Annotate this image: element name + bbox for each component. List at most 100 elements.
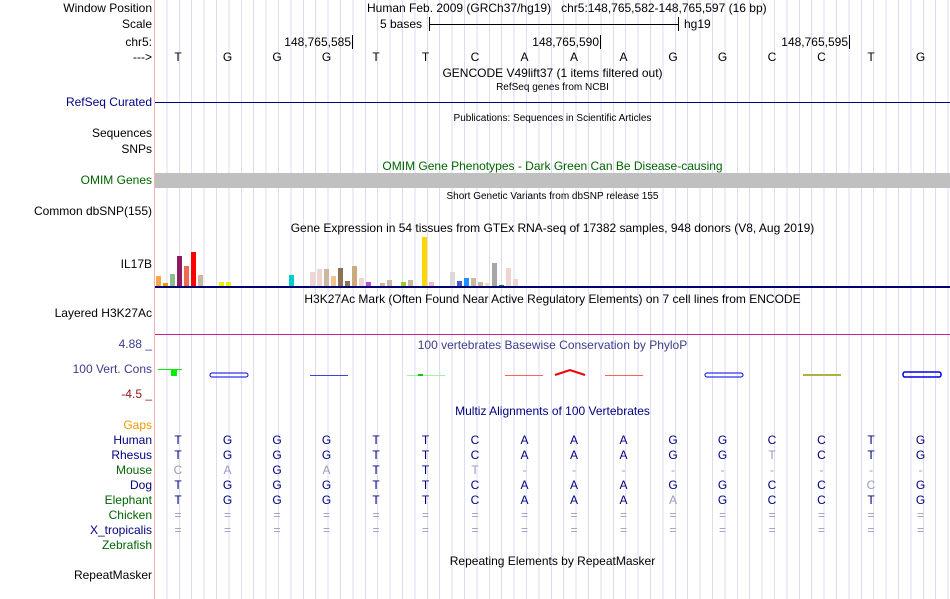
gtex-bars[interactable] — [155, 236, 539, 287]
gtex-bar[interactable] — [289, 275, 294, 287]
tick-label: 148,765,590 — [532, 35, 601, 49]
alignment-base: = — [223, 523, 231, 537]
gtex-title: Gene Expression in 54 tissues from GTEx … — [290, 221, 815, 235]
alignment-base: C — [470, 433, 480, 447]
label-dbsnp[interactable]: Common dbSNP(155) — [33, 204, 152, 218]
alignment-base: C — [817, 493, 826, 507]
label-il17b[interactable]: IL17B — [120, 257, 152, 271]
gtex-bar[interactable] — [177, 256, 182, 287]
gtex-bar[interactable] — [163, 283, 168, 287]
gtex-bar[interactable] — [380, 283, 385, 287]
species-label[interactable]: Elephant — [104, 493, 152, 507]
species-label[interactable]: Dog — [129, 478, 152, 492]
label-cons[interactable]: 100 Vert. Cons — [72, 362, 152, 376]
gtex-bar[interactable] — [401, 282, 406, 287]
multiz-title: Multiz Alignments of 100 Vertebrates — [455, 404, 650, 418]
phylop-plot[interactable] — [155, 365, 950, 380]
alignment-base: C — [817, 433, 826, 447]
alignment-base: A — [569, 478, 578, 492]
gtex-bar[interactable] — [352, 266, 357, 287]
phylop-mark — [704, 372, 744, 378]
gtex-bar[interactable] — [324, 269, 329, 287]
gtex-bar[interactable] — [464, 278, 469, 287]
alignment-base: G — [668, 448, 678, 462]
alignment-base: A — [569, 433, 578, 447]
gtex-bar[interactable] — [366, 282, 371, 287]
gtex-bar[interactable] — [317, 269, 322, 287]
gtex-bar[interactable] — [492, 263, 497, 287]
phylop-mark — [505, 375, 543, 376]
label-omim[interactable]: OMIM Genes — [80, 173, 152, 187]
alignment-base: = — [372, 523, 380, 537]
cons-max: 4.88 _ — [118, 337, 152, 351]
alignment-base: = — [570, 508, 578, 522]
dbsnp-title: Short Genetic Variants from dbSNP releas… — [446, 191, 659, 202]
gtex-bar[interactable] — [408, 280, 413, 287]
label-repeatmasker[interactable]: RepeatMasker — [73, 568, 152, 582]
alignment-base: G — [915, 478, 926, 492]
gencode-title[interactable]: GENCODE V49lift37 (1 items filtered out) — [442, 66, 663, 80]
species-label[interactable]: Human — [113, 433, 152, 447]
alignment-base: - — [819, 463, 824, 477]
alignment-base: G — [321, 448, 332, 462]
species-label[interactable]: Rhesus — [111, 448, 152, 462]
gtex-bar[interactable] — [457, 281, 462, 287]
species-label[interactable]: Mouse — [115, 463, 152, 477]
alignment-base: G — [717, 478, 728, 492]
gtex-bar[interactable] — [226, 282, 231, 287]
alignment-base: C — [817, 448, 826, 462]
gtex-bar[interactable] — [485, 283, 490, 287]
base-letter: G — [321, 50, 332, 64]
gtex-bar[interactable] — [219, 282, 224, 287]
gtex-bar[interactable] — [450, 272, 455, 287]
label-gaps[interactable]: Gaps — [123, 418, 152, 432]
base-letter: A — [520, 50, 529, 64]
gtex-bar[interactable] — [422, 237, 427, 287]
gtex-bar[interactable] — [191, 252, 196, 287]
alignment-base: = — [174, 508, 182, 522]
base-letter: T — [174, 50, 182, 64]
gtex-bar[interactable] — [429, 282, 434, 287]
alignment-base: - — [720, 463, 725, 477]
position-text: chr5:148,765,582-148,765,597 (16 bp) — [561, 1, 767, 15]
gtex-bar[interactable] — [359, 278, 364, 287]
alignment-base: C — [470, 448, 480, 462]
gtex-bar[interactable] — [513, 279, 518, 287]
alignment-base: = — [916, 523, 924, 537]
omim-title: OMIM Gene Phenotypes - Dark Green Can Be… — [382, 159, 723, 173]
label-h3k27ac[interactable]: Layered H3K27Ac — [54, 306, 152, 320]
gtex-bar[interactable] — [506, 268, 511, 287]
alignment-base: = — [817, 523, 825, 537]
gtex-bar[interactable] — [478, 282, 483, 287]
species-label[interactable]: X_tropicalis — [89, 523, 152, 537]
alignment-base: G — [272, 478, 282, 492]
label-snps[interactable]: SNPs — [121, 142, 152, 156]
gtex-bar[interactable] — [310, 272, 315, 287]
alignment-base: = — [174, 523, 182, 537]
alignment-base: = — [273, 523, 281, 537]
gtex-bar[interactable] — [387, 280, 392, 287]
alignment-base: = — [867, 508, 875, 522]
alignment-base: = — [570, 523, 578, 537]
gtex-bar[interactable] — [471, 278, 476, 287]
alignment-base: = — [273, 508, 281, 522]
label-refseq[interactable]: RefSeq Curated — [65, 95, 152, 109]
gtex-bar[interactable] — [170, 274, 175, 287]
species-label[interactable]: Chicken — [108, 508, 152, 522]
phylop-mark — [407, 375, 445, 376]
refseq-track-line[interactable] — [155, 102, 950, 103]
gtex-bar[interactable] — [331, 276, 336, 287]
gtex-bar[interactable] — [184, 266, 189, 287]
base-letter: T — [867, 50, 875, 64]
label-sequences[interactable]: Sequences — [91, 126, 152, 140]
omim-gene-bar[interactable] — [155, 173, 950, 188]
gtex-bar[interactable] — [338, 268, 343, 287]
gtex-bar[interactable] — [345, 281, 350, 287]
phylop-mark — [209, 372, 249, 378]
alignment-base: - — [770, 463, 774, 477]
gtex-bar[interactable] — [156, 276, 161, 287]
alignment-base: T — [867, 448, 875, 462]
species-label[interactable]: Zebrafish — [101, 538, 152, 552]
gtex-bar[interactable] — [198, 275, 203, 287]
alignment-base: A — [619, 433, 628, 447]
